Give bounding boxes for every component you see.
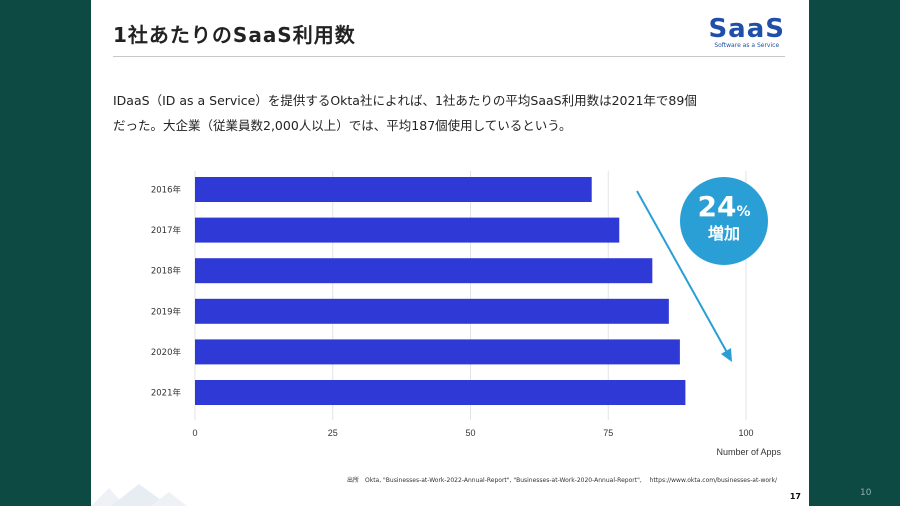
bar-chart: 2016年 2017年 2018年 2019年 2020年 2021年 0 25 50 75 10… [151, 171, 781, 457]
x-tick-label-75: 75 [603, 428, 613, 438]
x-tick-label-25: 25 [328, 428, 338, 438]
slide-number: 17 [789, 492, 801, 501]
bar-2 [195, 258, 653, 284]
logo-tagline: Software as a Service [714, 42, 780, 49]
bar-0 [195, 177, 592, 202]
bar-4 [195, 339, 680, 365]
page-number: 10 [860, 488, 872, 498]
x-axis-label: Number of Apps [716, 447, 781, 457]
bar-5 [195, 380, 686, 405]
bar-1 [195, 217, 620, 243]
logo-wordmark: SaaS [708, 14, 785, 44]
increase-badge: 24% 増加 [680, 177, 768, 265]
x-tick-label-50: 50 [465, 428, 475, 438]
slide: 1社あたりのSaaS利用数 SaaS Software as a Service… [91, 0, 809, 506]
badge-label: 増加 [707, 224, 740, 243]
source-citation: 出所 Okta, "Businesses-at-Work-2022-Annual… [347, 477, 778, 484]
y-category-label-1: 2017年 [151, 225, 182, 236]
y-category-label-4: 2020年 [151, 347, 182, 358]
trend-arrow-line [636, 190, 730, 357]
y-category-label-0: 2016年 [151, 185, 182, 196]
title-divider [113, 56, 785, 57]
badge-value: 24% [697, 190, 751, 223]
y-category-label-2: 2018年 [151, 266, 182, 277]
trend-arrow-head [721, 348, 732, 362]
x-tick-label-100: 100 [738, 428, 753, 438]
mountain-decoration [91, 484, 187, 506]
saas-logo: SaaS Software as a Service [708, 16, 785, 50]
y-category-label-3: 2019年 [151, 306, 182, 317]
x-tick-label-0: 0 [192, 428, 197, 438]
slide-title: 1社あたりのSaaS利用数 [113, 23, 356, 47]
body-text-line-1: IDaaS（ID as a Service）を提供するOkta社によれば、1社あ… [113, 93, 697, 108]
y-category-label-5: 2021年 [151, 388, 182, 399]
body-text-line-2: だった。大企業（従業員数2,000人以上）では、平均187個使用しているという。 [113, 118, 572, 133]
bar-3 [195, 298, 669, 324]
